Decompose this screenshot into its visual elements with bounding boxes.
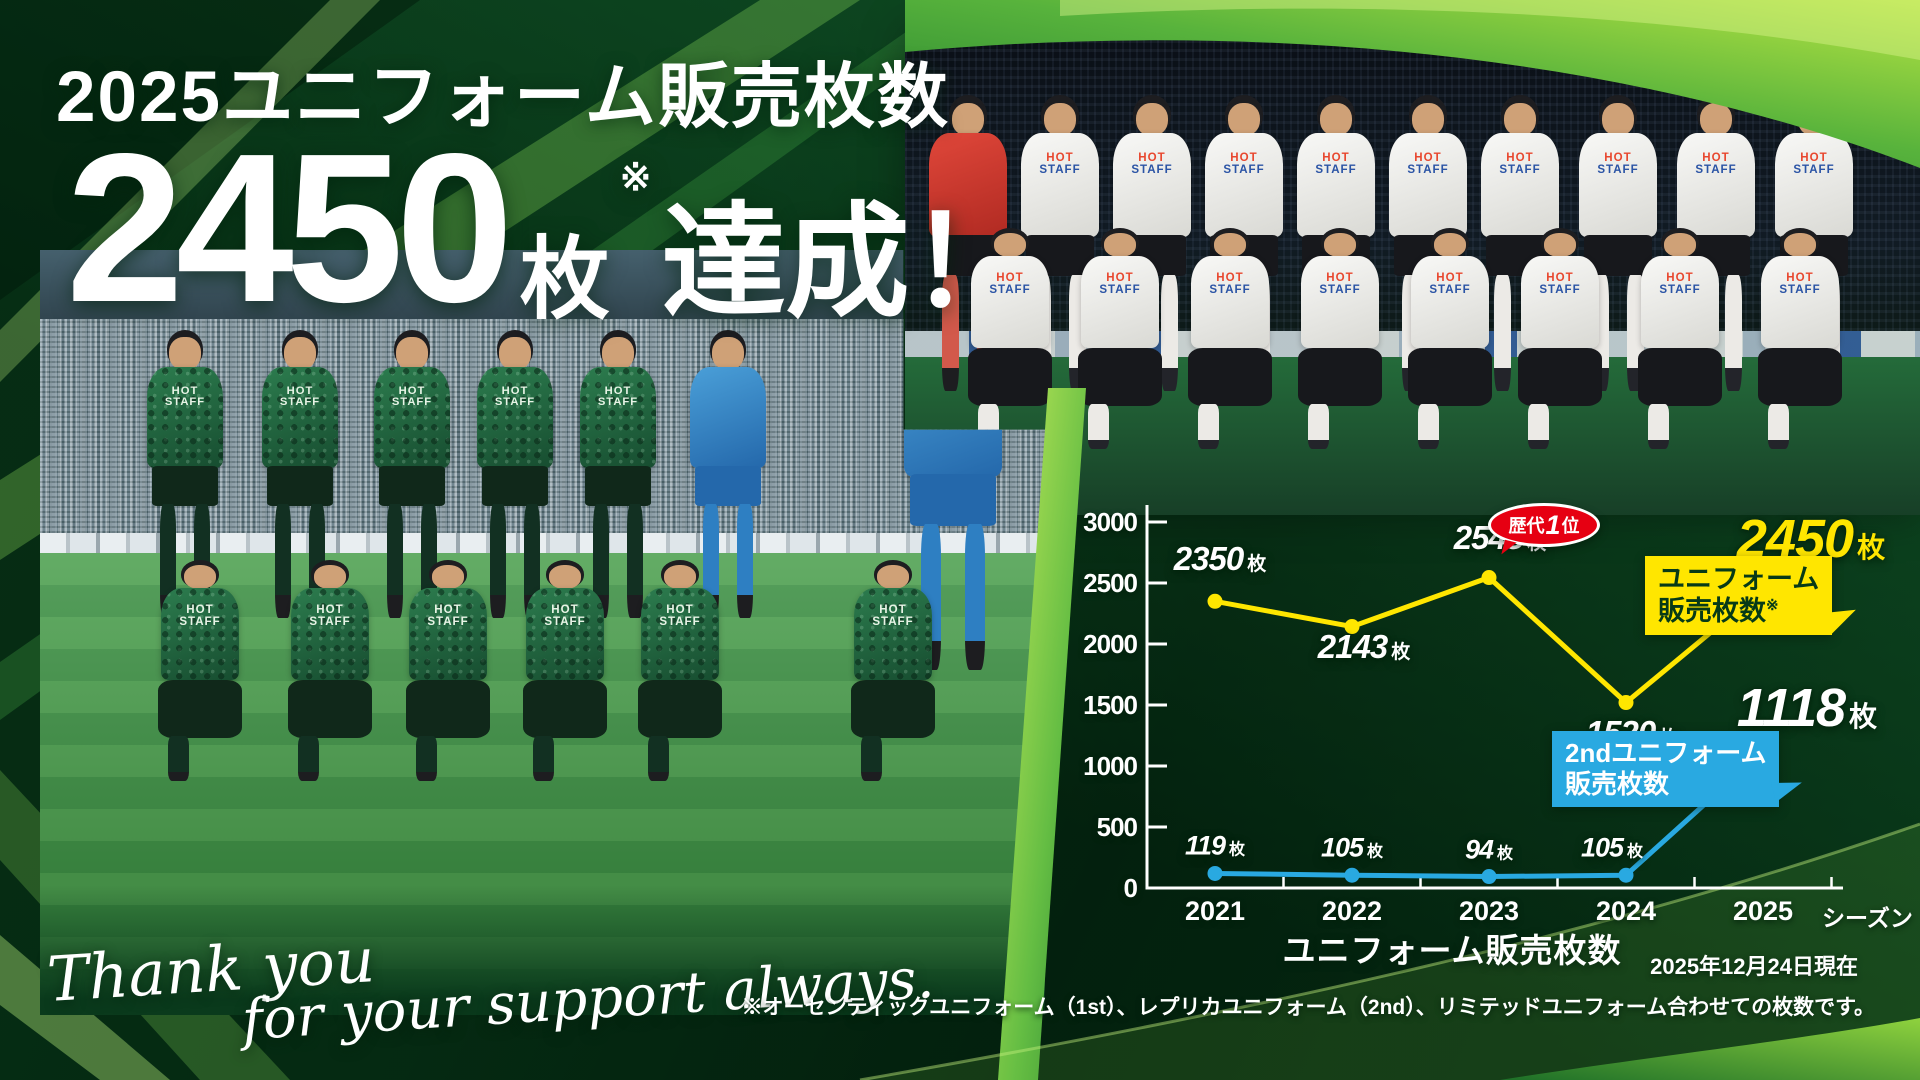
player-figure: HOT STAFF [1513,228,1608,454]
headline-big-number: 2450 [66,109,514,346]
y-axis-label: 0 [1123,873,1138,903]
x-axis-label: 2023 [1458,896,1520,926]
footnote: ※オーセンティックユニフォーム（1st）、レプリカユニフォーム（2nd）、リミテ… [741,996,1875,1019]
series2-label-line1: 2ndユニフォーム [1565,738,1767,768]
headline: 2025ユニフォーム販売枚数 2450 枚 ※ 達成！ [56,40,1034,346]
data-point [1344,867,1360,883]
headline-big-row: 2450 枚 ※ 達成！ [66,109,1034,346]
x-axis-label: 2025 [1732,896,1794,926]
data-point [1481,570,1497,586]
data-point [1618,867,1634,883]
headline-unit: 枚 [519,230,610,331]
player-figure: HOT STAFF [1403,228,1498,454]
headline-title: 2025ユニフォーム販売枚数 [56,58,950,137]
team-photo-night-white-kit: HOT STAFF HOT STAFF HOT STAFF HOT STAFF HOT STAFF… [905,30,1920,515]
series-label-line2: 販売枚数 [1658,596,1766,627]
player-figure: HOT STAFF [846,560,941,786]
player-figure: HOT STAFF [366,330,458,636]
team-photo-day-green-kit: HOT STAFF HOT STAFF HOT STAFF HOT STAFF HOT STAFF… [40,250,1045,1015]
headline-note-mark: ※ [619,157,652,200]
player-figure: HOT STAFF [1073,228,1168,454]
data-point-label: 105 枚 [1580,832,1644,863]
x-axis-label: 2021 [1184,896,1246,926]
y-axis-label: 1000 [1083,751,1138,781]
player-figure: HOT STAFF [283,560,378,786]
y-axis-label: 500 [1096,812,1138,842]
data-point [1207,865,1223,881]
headline-achieved: 達成！ [661,194,1034,333]
badge-suffix: 位 [1561,516,1580,536]
data-point-label: 94 枚 [1464,834,1514,865]
series-label-mark: ※ [1766,597,1779,615]
player-figure: HOT STAFF [401,560,496,786]
x-axis-suffix-label: シーズン [1822,905,1913,931]
player-figure: HOT STAFF [518,560,613,786]
series-label-line1: ユニフォーム [1658,564,1820,594]
data-point-label: 105 枚 [1320,832,1384,863]
data-point [1618,695,1634,711]
data-point-label: 2350 枚 [1173,540,1267,578]
player-figure: HOT STAFF [1753,228,1848,454]
all-time-no1-badge: 歴代 1 位 [1488,503,1600,547]
player-figure: HOT STAFF [633,560,728,786]
data-point [1481,869,1497,885]
y-axis-label: 1500 [1083,690,1138,720]
data-point-label: 119 枚 [1184,830,1246,861]
player-figure: HOT STAFF [1293,228,1388,454]
player-figure: HOT STAFF [469,330,561,636]
badge-prefix: 歴代 [1508,516,1545,536]
data-point [1207,593,1223,609]
player-figure: HOT STAFF [572,330,664,636]
player-figure [682,330,774,636]
player-figure: HOT STAFF [1183,228,1278,454]
data-point-label: 1118 枚 [1736,677,1878,738]
y-axis-label: 2000 [1083,629,1138,659]
x-axis-label: 2022 [1321,896,1383,926]
data-point-label: 2143 枚 [1317,627,1411,665]
x-axis-label: 2024 [1595,896,1657,926]
pitch-barrier [40,533,1045,553]
chart-title: ユニフォーム販売枚数 [1282,932,1622,969]
as-of-date: 2025年12月24日現在 [1650,954,1858,979]
player-figure: HOT STAFF [153,560,248,786]
y-axis-label: 2500 [1083,568,1138,598]
series-label-uniform-sales: ユニフォーム 販売枚数※ [1645,556,1833,635]
player-figure: HOT STAFF [1633,228,1728,454]
series-label-2nd-uniform-sales: 2ndユニフォーム 販売枚数 [1552,731,1780,808]
series2-label-line2: 販売枚数 [1565,769,1670,800]
data-point [1344,619,1360,635]
player-figure: HOT STAFF [963,228,1058,454]
badge-number: 1 [1545,509,1561,540]
